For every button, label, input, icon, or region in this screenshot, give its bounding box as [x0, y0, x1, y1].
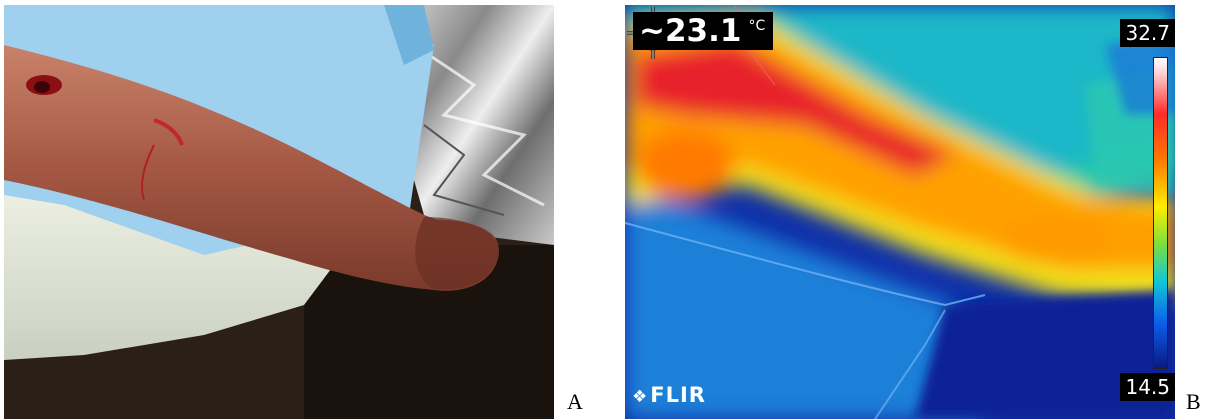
panel-label-a: A — [567, 389, 583, 414]
thermal-panel-b: ~23.1 °C 32.7 14.5 ❖FLIR — [625, 5, 1175, 419]
temperature-unit: °C — [748, 18, 766, 34]
scale-max-label: 32.7 — [1120, 19, 1175, 47]
spot-temperature-readout: ~23.1 °C — [633, 12, 774, 50]
flir-brand-text: FLIR — [650, 383, 706, 407]
flir-logo-icon: ❖ — [632, 387, 649, 407]
spot-temperature-value: ~23.1 — [639, 13, 742, 49]
panel-label-b: B — [1186, 389, 1201, 414]
flir-logo: ❖FLIR — [632, 383, 706, 407]
scale-min-label: 14.5 — [1120, 373, 1175, 401]
photo-panel-a — [4, 5, 554, 419]
temperature-color-scale — [1153, 57, 1168, 369]
thermal-image — [625, 5, 1175, 419]
forearm-photo — [4, 5, 554, 419]
